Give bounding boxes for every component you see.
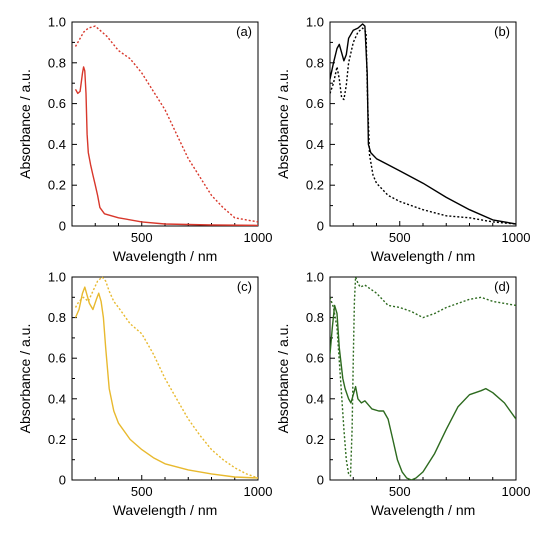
chart-panel: 0 0.2 0.4 0.6 0.8 1.0 500 1000 Wavelength / nm Ab… [275, 15, 530, 265]
panel-label: (d) [494, 279, 510, 294]
plot-frame [71, 21, 259, 227]
y-tick-label: 0.2 [48, 178, 66, 193]
y-tick-label: 1.0 [48, 270, 66, 285]
x-axis-title: Wavelength / nm [113, 248, 218, 264]
y-tick-label: 0 [59, 219, 66, 234]
y-axis-title: Absorbance / a.u. [17, 69, 33, 179]
y-tick-label: 0.8 [306, 310, 324, 325]
y-tick-label: 0.8 [48, 55, 66, 70]
y-tick-label: 0.6 [48, 351, 66, 366]
y-tick-label: 0.4 [306, 137, 324, 152]
y-tick-label: 0.4 [48, 391, 66, 406]
plot-frame [329, 21, 517, 227]
y-tick-label: 0.2 [48, 432, 66, 447]
y-tick-label: 0.8 [48, 310, 66, 325]
dotted-series-line [74, 276, 258, 479]
solid-series-line [330, 23, 516, 225]
x-tick-label: 1000 [502, 484, 531, 499]
x-tick-label: 500 [131, 230, 153, 245]
x-tick-label: 1000 [244, 484, 273, 499]
y-tick-label: 0.8 [306, 55, 324, 70]
dotted-series-line [74, 25, 258, 223]
x-axis-title: Wavelength / nm [371, 248, 476, 264]
x-tick-label: 500 [131, 484, 153, 499]
x-tick-label: 500 [389, 484, 411, 499]
y-tick-label: 0.6 [306, 351, 324, 366]
x-tick-label: 500 [389, 230, 411, 245]
y-tick-label: 0 [59, 473, 66, 488]
y-tick-label: 1.0 [306, 270, 324, 285]
chart-panel: 0 0.2 0.4 0.6 0.8 1.0 500 1000 Wavelength / nm Ab… [275, 270, 530, 519]
y-tick-label: 0.2 [306, 178, 324, 193]
y-tick-label: 1.0 [48, 15, 66, 30]
x-axis-title: Wavelength / nm [113, 502, 218, 518]
y-tick-label: 0 [317, 219, 324, 234]
solid-series-line [74, 286, 258, 479]
x-axis-title: Wavelength / nm [371, 502, 476, 518]
panel-label: (a) [236, 24, 252, 39]
x-tick-label: 1000 [244, 230, 273, 245]
solid-series-line [330, 304, 516, 480]
y-tick-label: 0.2 [306, 432, 324, 447]
chart-panel: 0 0.2 0.4 0.6 0.8 1.0 500 1000 Wavelength / nm Ab… [17, 15, 272, 265]
y-tick-label: 0.6 [48, 96, 66, 111]
dotted-series-line [330, 276, 516, 477]
y-tick-label: 0.6 [306, 96, 324, 111]
dotted-series-line [330, 27, 516, 225]
y-tick-label: 1.0 [306, 15, 324, 30]
y-axis-title: Absorbance / a.u. [275, 324, 291, 434]
y-tick-label: 0 [317, 473, 324, 488]
solid-series-line [74, 66, 258, 226]
y-tick-label: 0.4 [306, 391, 324, 406]
y-axis-title: Absorbance / a.u. [17, 324, 33, 434]
panel-label: (b) [494, 24, 510, 39]
panel-label: (c) [237, 279, 252, 294]
plot-frame [329, 276, 517, 481]
y-tick-label: 0.4 [48, 137, 66, 152]
y-axis-title: Absorbance / a.u. [275, 69, 291, 179]
chart-panel: 0 0.2 0.4 0.6 0.8 1.0 500 1000 Wavelength / nm Ab… [17, 270, 272, 519]
x-tick-label: 1000 [502, 230, 531, 245]
